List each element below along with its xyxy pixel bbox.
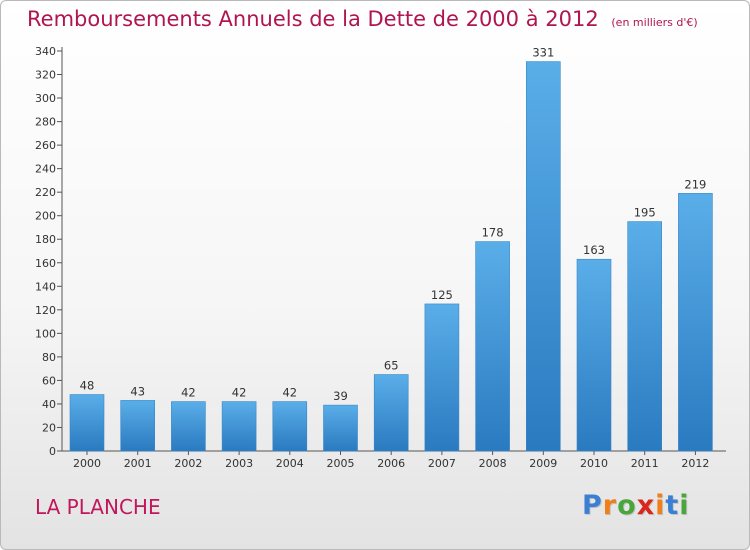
- bar-2005: [323, 404, 358, 452]
- bar-2004: [272, 401, 308, 452]
- y-tick-label: 60: [42, 374, 56, 387]
- bar-2007: [424, 303, 460, 452]
- data-label: 219: [684, 177, 706, 191]
- bar-2008: [475, 241, 510, 452]
- y-tick-label: 240: [35, 163, 56, 176]
- bar-2006: [373, 374, 409, 452]
- y-tick-label: 140: [35, 280, 56, 293]
- y-tick-label: 280: [35, 116, 56, 129]
- logo-letter: P: [582, 490, 603, 521]
- x-tick-label: 2006: [377, 457, 405, 470]
- y-tick-label: 200: [35, 210, 56, 223]
- data-label: 42: [282, 386, 297, 400]
- x-axis: 2000 2001 2002 2003 2004 2005 2006 2007 2008 2009…: [62, 450, 726, 470]
- y-tick-label: 20: [42, 421, 56, 434]
- x-tick-label: 2005: [327, 457, 355, 470]
- data-labels: 48 43 42 42 42 39 65 125 178 331 163 195 219: [80, 46, 707, 404]
- data-label: 39: [333, 389, 348, 403]
- y-tick-label: 300: [35, 92, 56, 105]
- x-tick-label: 2009: [529, 457, 557, 470]
- x-tick-label: 2002: [174, 457, 202, 470]
- x-tick-label: 2007: [428, 457, 456, 470]
- y-tick-label: 160: [35, 257, 56, 270]
- y-tick-label: 320: [35, 69, 56, 82]
- x-tick-label: 2012: [681, 457, 709, 470]
- data-label: 65: [384, 359, 399, 373]
- bar-2001: [120, 400, 155, 452]
- x-tick-label: 2010: [580, 457, 608, 470]
- chart-title-text: Remboursements Annuels de la Dette de 20…: [27, 7, 599, 31]
- y-axis: 0 20 40 60 80 100 120 140 160 180 200 220 240 260 280 3…: [35, 45, 63, 458]
- data-label: 48: [80, 379, 95, 393]
- y-tick-label: 220: [35, 186, 56, 199]
- x-tick-label: 2001: [124, 457, 152, 470]
- bar-2011: [627, 221, 663, 452]
- bar-2012: [678, 193, 713, 452]
- y-tick-label: 120: [35, 304, 56, 317]
- x-tick-label: 2000: [73, 457, 101, 470]
- data-label: 195: [634, 206, 656, 220]
- logo-letter: i: [655, 490, 666, 521]
- y-tick-label: 260: [35, 139, 56, 152]
- data-label: 43: [130, 384, 145, 398]
- bar-2000: [69, 394, 105, 452]
- x-tick-label: 2008: [479, 457, 507, 470]
- y-tick-label: 80: [42, 351, 56, 364]
- data-label: 178: [482, 226, 504, 240]
- y-tick-label: 40: [42, 398, 56, 411]
- logo-letter: r: [602, 490, 618, 521]
- proxiti-logo[interactable]: Proxiti: [582, 490, 690, 521]
- logo-letter: t: [665, 490, 680, 521]
- data-label: 125: [431, 288, 453, 302]
- logo-letter: o: [617, 490, 637, 521]
- y-tick-label: 340: [35, 45, 56, 58]
- bar-2003: [221, 401, 257, 452]
- bar-2010: [576, 258, 612, 452]
- data-label: 163: [583, 243, 605, 257]
- commune-name: LA PLANCHE: [35, 495, 161, 519]
- y-tick-label: 100: [35, 327, 56, 340]
- logo-letter: x: [636, 490, 656, 521]
- bars: [69, 61, 713, 452]
- data-label: 331: [532, 46, 554, 60]
- data-label: 42: [181, 386, 196, 400]
- logo-letter: i: [679, 490, 690, 521]
- data-label: 42: [232, 386, 247, 400]
- x-tick-label: 2003: [225, 457, 253, 470]
- x-tick-label: 2011: [631, 457, 659, 470]
- bar-2002: [171, 401, 206, 452]
- y-tick-label: 0: [49, 445, 56, 458]
- y-tick-label: 180: [35, 233, 56, 246]
- chart-unit-note: (en milliers d'€): [611, 16, 698, 29]
- bar-2009: [525, 61, 561, 452]
- x-tick-label: 2004: [276, 457, 304, 470]
- chart-title: Remboursements Annuels de la Dette de 20…: [27, 7, 698, 31]
